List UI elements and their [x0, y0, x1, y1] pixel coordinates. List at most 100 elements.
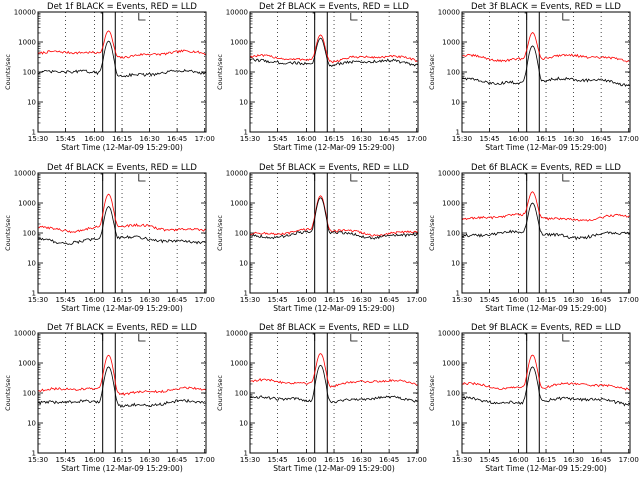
series-events-black	[37, 40, 207, 78]
series-lld-red	[37, 30, 207, 59]
series-lld-red	[249, 34, 419, 64]
y-tick-label: 100	[23, 230, 36, 238]
y-tick-label: 1000	[442, 360, 460, 368]
x-axis-label: Start Time (12-Mar-09 15:29:00)	[485, 464, 607, 473]
series-lld-red	[461, 191, 631, 222]
series-lld-red	[37, 354, 207, 396]
x-tick-label: 15:30	[28, 456, 48, 464]
x-tick-label: 15:45	[267, 456, 287, 464]
series-events-black	[461, 45, 631, 87]
window-bracket	[138, 174, 146, 182]
x-tick-label: 15:30	[240, 296, 260, 304]
x-tick-label: 15:30	[28, 135, 48, 143]
y-tick-label: 100	[235, 390, 248, 398]
y-axis-label: Counts/sec	[216, 54, 224, 90]
y-tick-label: 100	[447, 230, 460, 238]
window-bracket	[312, 12, 316, 20]
series-events-black	[249, 37, 419, 67]
y-axis-label: Counts/sec	[4, 54, 12, 90]
y-tick-label: 100	[447, 390, 460, 398]
x-axis-label: Start Time (12-Mar-09 15:29:00)	[273, 304, 395, 313]
x-tick-label: 16:15	[324, 456, 344, 464]
y-tick-label: 10	[27, 260, 36, 268]
y-tick-label: 10000	[226, 170, 248, 178]
x-tick-label: 15:45	[267, 296, 287, 304]
window-bracket	[524, 333, 528, 341]
y-tick-label: 10000	[438, 170, 460, 178]
panel-det-8: Det 8f BLACK = Events, RED = LLD Counts/s…	[216, 323, 427, 473]
x-axis-label: Start Time (12-Mar-09 15:29:00)	[485, 143, 607, 152]
plot-frame	[37, 11, 207, 133]
x-tick-label: 15:45	[55, 296, 75, 304]
panel-det-6: Det 6f BLACK = Events, RED = LLD Counts/s…	[428, 163, 639, 313]
plot-frame	[249, 332, 419, 454]
x-tick-label: 16:45	[167, 456, 187, 464]
x-tick-label: 16:00	[296, 456, 316, 464]
window-bracket	[100, 333, 104, 341]
x-axis-label: Start Time (12-Mar-09 15:29:00)	[61, 143, 183, 152]
y-tick-label: 1	[32, 290, 36, 298]
panel-title: Det 9f BLACK = Events, RED = LLD	[471, 323, 621, 333]
plot-frame	[249, 172, 419, 294]
x-tick-label: 16:30	[351, 135, 371, 143]
series-lld-red	[461, 31, 631, 63]
y-axis-label: Counts/sec	[216, 375, 224, 411]
y-tick-label: 1000	[442, 200, 460, 208]
panel-title: Det 2f BLACK = Events, RED = LLD	[259, 2, 409, 12]
y-tick-label: 1000	[230, 200, 248, 208]
y-tick-label: 10	[239, 260, 248, 268]
x-tick-label: 15:45	[479, 456, 499, 464]
y-tick-label: 10000	[14, 9, 36, 17]
x-tick-label: 16:45	[591, 135, 611, 143]
panel-title: Det 8f BLACK = Events, RED = LLD	[259, 323, 409, 333]
panel-title: Det 7f BLACK = Events, RED = LLD	[47, 323, 197, 333]
x-tick-label: 16:45	[379, 135, 399, 143]
x-tick-label: 16:30	[351, 296, 371, 304]
x-tick-label: 16:45	[591, 296, 611, 304]
y-tick-label: 1000	[18, 200, 36, 208]
x-tick-label: 15:30	[452, 296, 472, 304]
y-axis-label: Counts/sec	[428, 54, 436, 90]
panel-title: Det 4f BLACK = Events, RED = LLD	[47, 163, 197, 173]
window-bracket	[562, 13, 570, 21]
y-tick-label: 10	[451, 260, 460, 268]
window-bracket	[524, 173, 528, 181]
plot-frame	[37, 172, 207, 294]
panel-title: Det 6f BLACK = Events, RED = LLD	[471, 163, 621, 173]
y-tick-label: 1000	[18, 360, 36, 368]
x-tick-label: 17:00	[407, 135, 427, 143]
x-tick-label: 16:30	[563, 456, 583, 464]
series-lld-red	[249, 353, 419, 388]
y-axis-label: Counts/sec	[428, 375, 436, 411]
y-tick-label: 10	[27, 99, 36, 107]
x-tick-label: 15:30	[28, 296, 48, 304]
x-axis-label: Start Time (12-Mar-09 15:29:00)	[61, 464, 183, 473]
window-bracket	[312, 173, 316, 181]
y-tick-label: 1000	[442, 39, 460, 47]
x-tick-label: 17:00	[195, 135, 215, 143]
y-tick-label: 1000	[230, 39, 248, 47]
y-tick-label: 10000	[226, 330, 248, 338]
x-tick-label: 15:30	[452, 135, 472, 143]
panel-det-3: Det 3f BLACK = Events, RED = LLD Counts/s…	[428, 2, 639, 152]
x-tick-label: 17:00	[407, 456, 427, 464]
x-tick-label: 16:15	[536, 135, 556, 143]
panel-title: Det 5f BLACK = Events, RED = LLD	[259, 163, 409, 173]
y-tick-label: 10000	[438, 330, 460, 338]
x-axis-label: Start Time (12-Mar-09 15:29:00)	[273, 464, 395, 473]
series-events-black	[461, 202, 631, 241]
y-tick-label: 10	[239, 420, 248, 428]
panel-det-9: Det 9f BLACK = Events, RED = LLD Counts/s…	[428, 323, 639, 473]
x-tick-label: 16:45	[167, 296, 187, 304]
series-lld-red	[37, 193, 207, 234]
x-tick-label: 16:15	[324, 296, 344, 304]
window-bracket	[138, 334, 146, 342]
y-tick-label: 10000	[14, 170, 36, 178]
y-tick-label: 1	[244, 129, 248, 137]
plot-frame	[461, 11, 631, 133]
x-tick-label: 15:45	[267, 135, 287, 143]
y-tick-label: 1	[456, 450, 460, 458]
y-tick-label: 10	[451, 99, 460, 107]
x-tick-label: 16:45	[379, 296, 399, 304]
